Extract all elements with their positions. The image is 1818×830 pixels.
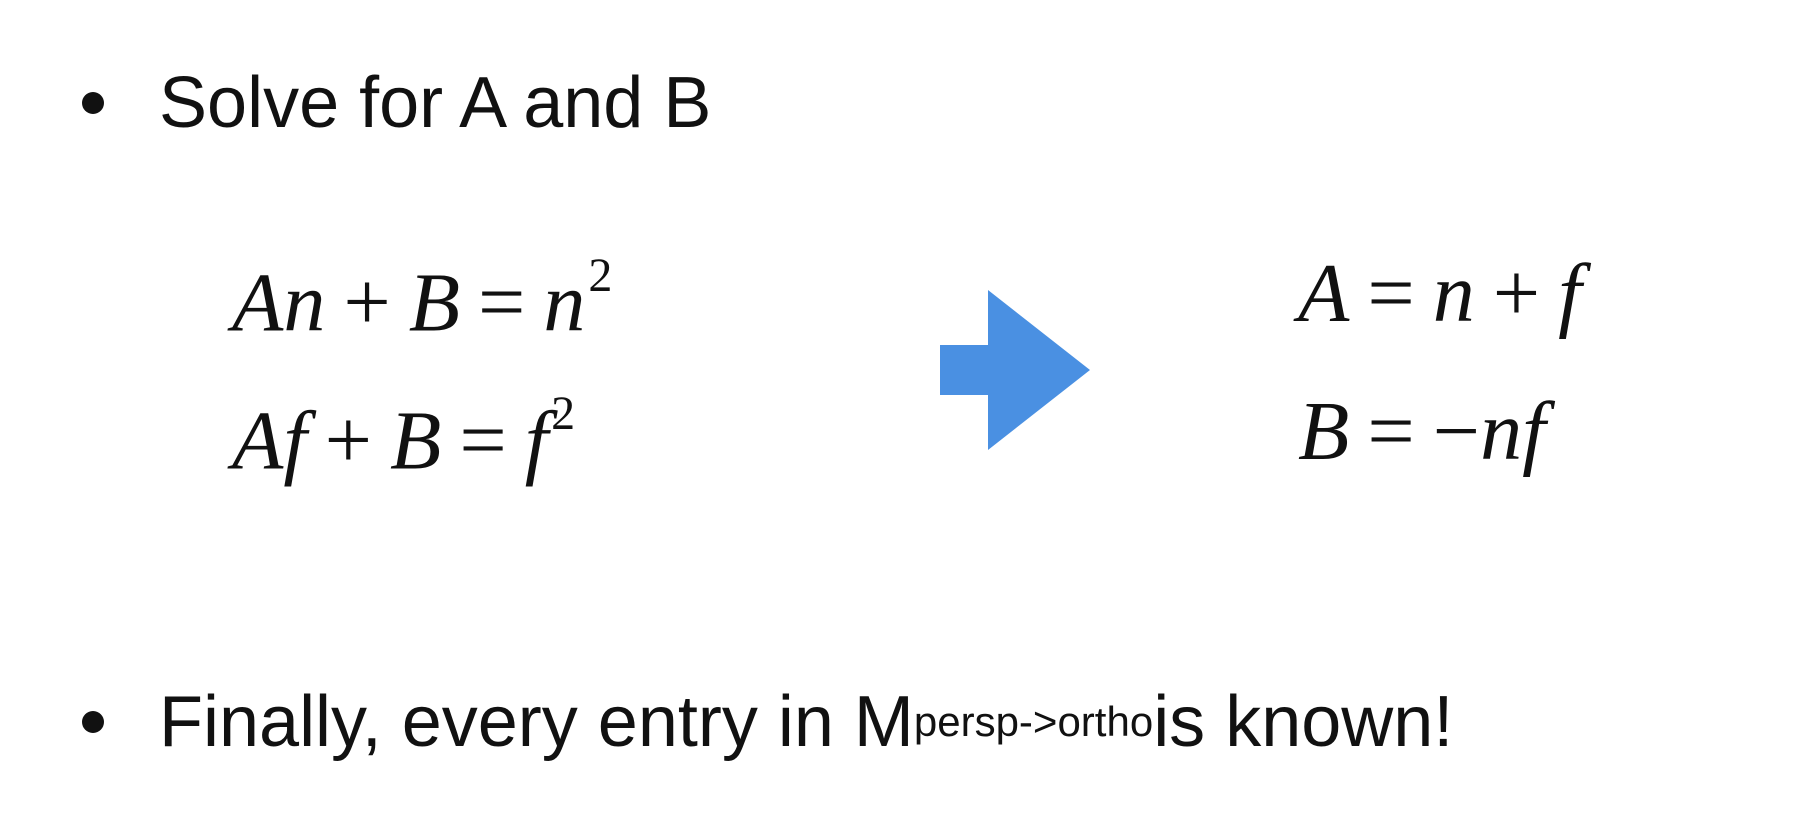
equation-right-2-equals: = xyxy=(1367,385,1415,478)
equation-left-1: An + B = n2 xyxy=(232,252,612,345)
equation-left-1-exponent: 2 xyxy=(588,249,613,302)
equation-left-2: Af + B = f2 xyxy=(232,390,575,483)
equation-right-1-f: f xyxy=(1558,247,1582,340)
right-arrow-icon xyxy=(940,290,1090,450)
right-arrow-shape xyxy=(940,290,1090,450)
equation-left-1-n: n xyxy=(283,256,326,350)
equation-right-2-f: f xyxy=(1522,385,1546,478)
equation-left-2-exponent: 2 xyxy=(551,387,576,440)
bullet-solve-text: Solve for A and B xyxy=(159,63,712,143)
equation-left-2-rhs: f xyxy=(524,394,549,488)
bullet-dot-icon xyxy=(82,711,104,733)
equation-right-1-plus: + xyxy=(1492,247,1541,340)
bullet-finally-suffix: is known! xyxy=(1153,682,1454,762)
bullet-finally-prefix: Finally, every entry in M xyxy=(159,682,914,762)
equation-right-2: B = −nf xyxy=(1298,390,1545,474)
equation-right-2-b: B xyxy=(1298,385,1350,478)
equation-right-1-n: n xyxy=(1432,247,1475,340)
bullet-solve: Solve for A and B xyxy=(82,67,711,139)
equation-left-1-b: B xyxy=(408,256,460,350)
bullet-finally-subscript: persp->ortho xyxy=(913,698,1154,745)
bullet-dot-icon xyxy=(82,92,104,114)
equation-left-2-a: A xyxy=(232,394,284,488)
equation-right-2-n: n xyxy=(1480,385,1523,478)
equation-right-1-a: A xyxy=(1298,247,1350,340)
equation-left-2-f: f xyxy=(283,394,307,488)
equation-left-1-equals: = xyxy=(478,256,526,350)
equation-left-1-plus: + xyxy=(343,256,391,350)
equation-right-1: A = n + f xyxy=(1298,252,1581,336)
equation-left-2-b: B xyxy=(390,394,442,488)
equation-left-2-plus: + xyxy=(324,394,373,488)
equation-left-2-equals: = xyxy=(459,394,507,488)
equation-left-1-a: A xyxy=(232,256,284,350)
equation-right-1-equals: = xyxy=(1367,247,1415,340)
equation-right-2-minus: − xyxy=(1432,385,1481,478)
equation-left-1-rhs: n xyxy=(543,256,586,350)
